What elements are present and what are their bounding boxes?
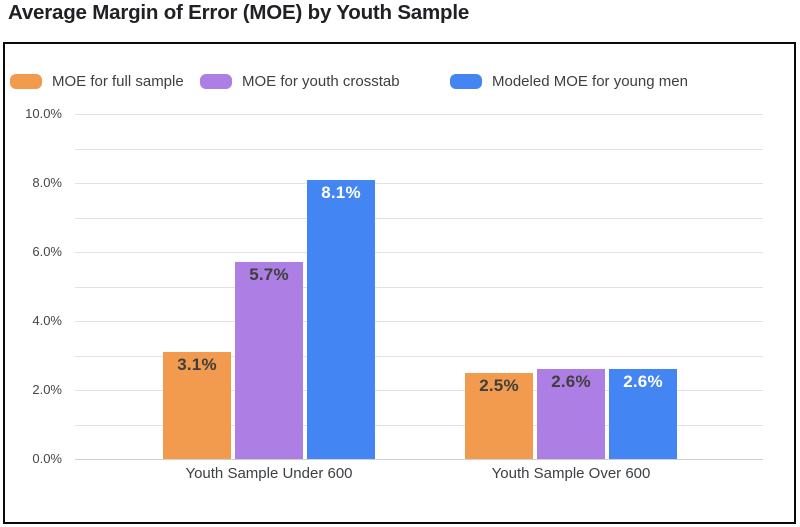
y-axis-tick-label: 4.0% <box>32 313 62 328</box>
legend-item-2: MOE for youth crosstab <box>200 72 400 90</box>
legend-item-1: MOE for full sample <box>10 72 184 90</box>
bar-value-label: 2.5% <box>479 376 519 395</box>
gridline <box>75 356 763 357</box>
legend-swatch-icon <box>200 73 232 89</box>
legend-swatch-icon <box>450 73 482 89</box>
x-axis-category-label: Youth Sample Over 600 <box>491 465 651 482</box>
bar-value-label: 5.7% <box>249 265 289 284</box>
y-axis-tick-label: 8.0% <box>32 175 62 190</box>
legend-label: Modeled MOE for young men <box>492 72 688 90</box>
bar-value-label: 3.1% <box>177 355 217 374</box>
bar-series3-group1: 8.1% <box>307 180 375 459</box>
gridline <box>75 287 763 288</box>
baseline-gridline <box>75 459 763 460</box>
y-axis-tick-label: 2.0% <box>32 382 62 397</box>
y-axis-tick-label: 6.0% <box>32 244 62 259</box>
gridline <box>75 252 763 253</box>
bar-series1-group1: 3.1% <box>163 352 231 459</box>
chart-area: MOE for full sample MOE for youth crossta… <box>3 42 796 524</box>
gridline <box>75 149 763 150</box>
bar-value-label: 8.1% <box>321 183 361 202</box>
chart-title: Average Margin of Error (MOE) by Youth S… <box>8 1 470 24</box>
legend-item-3: Modeled MOE for young men <box>450 72 688 90</box>
gridline <box>75 425 763 426</box>
y-axis-tick-label: 0.0% <box>32 451 62 466</box>
bar-value-label: 2.6% <box>551 372 591 391</box>
gridline <box>75 114 763 115</box>
gridline <box>75 218 763 219</box>
legend-swatch-icon <box>10 73 42 89</box>
bar-value-label: 2.6% <box>623 372 663 391</box>
gridline <box>75 321 763 322</box>
x-axis-category-label: Youth Sample Under 600 <box>185 465 353 482</box>
bar-series1-group2: 2.5% <box>465 373 533 459</box>
y-axis-tick-label: 10.0% <box>25 106 62 121</box>
bar-series3-group2: 2.6% <box>609 369 677 459</box>
bar-series2-group1: 5.7% <box>235 262 303 459</box>
gridline <box>75 390 763 391</box>
legend-label: MOE for full sample <box>52 72 184 90</box>
bar-series2-group2: 2.6% <box>537 369 605 459</box>
legend-label: MOE for youth crosstab <box>242 72 400 90</box>
plot-area: 3.1% 5.7% 8.1% 2.5% 2.6% 2.6% <box>75 114 763 460</box>
gridline <box>75 183 763 184</box>
